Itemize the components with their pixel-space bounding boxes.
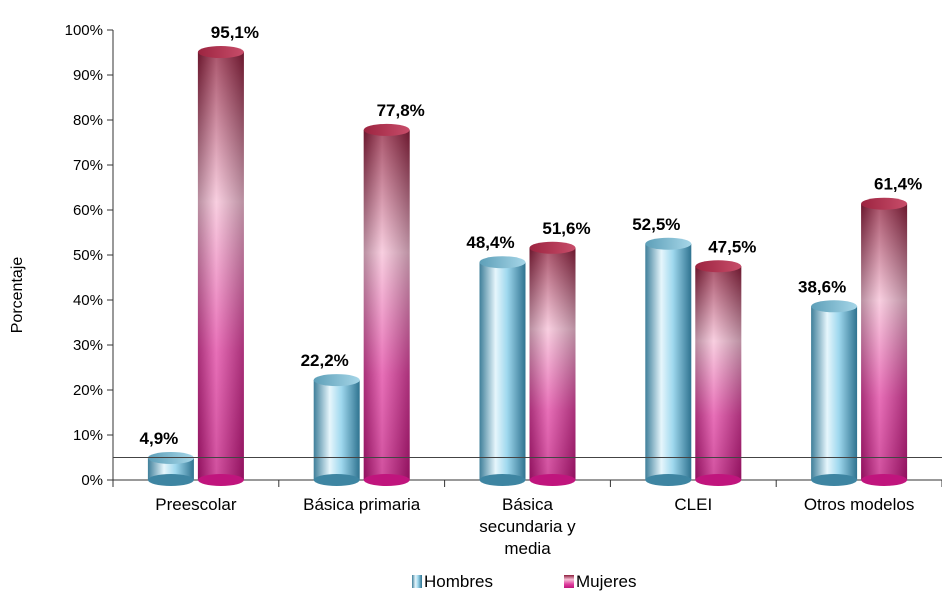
legend-item-mujeres: Mujeres bbox=[564, 572, 636, 591]
legend: Hombres Mujeres bbox=[412, 572, 636, 591]
category-label: media bbox=[504, 539, 551, 558]
bar-body bbox=[313, 380, 360, 480]
data-label-mujeres: 61,4% bbox=[874, 175, 922, 194]
bar-base bbox=[645, 474, 692, 486]
bar-hombres-0 bbox=[147, 451, 194, 486]
bar-top bbox=[197, 46, 244, 59]
y-tick-label: 50% bbox=[73, 247, 103, 264]
bar-base bbox=[479, 474, 526, 486]
bar-top bbox=[811, 300, 858, 313]
bar-top bbox=[695, 260, 742, 273]
bar-mujeres-1 bbox=[363, 123, 410, 486]
y-tick-label: 30% bbox=[73, 337, 103, 354]
category-label: Preescolar bbox=[155, 495, 237, 514]
bar-base bbox=[695, 474, 742, 486]
legend-swatch bbox=[564, 575, 574, 588]
bar-base bbox=[147, 474, 194, 486]
bar-shade bbox=[695, 266, 742, 480]
legend-item-hombres: Hombres bbox=[412, 572, 493, 591]
data-label-hombres: 52,5% bbox=[632, 215, 680, 234]
y-tick-label: 70% bbox=[73, 157, 103, 174]
legend-label: Hombres bbox=[424, 572, 493, 591]
bar-base bbox=[811, 474, 858, 486]
category-label: secundaria y bbox=[479, 517, 576, 536]
bar-hombres-3 bbox=[645, 237, 692, 486]
bar-base bbox=[363, 474, 410, 486]
bar-hombres-2 bbox=[479, 256, 526, 486]
bar-body bbox=[479, 262, 526, 480]
y-tick-label: 10% bbox=[73, 427, 103, 444]
data-label-mujeres: 51,6% bbox=[542, 219, 590, 238]
bar-top bbox=[861, 197, 908, 210]
bar-base bbox=[861, 474, 908, 486]
bar-top bbox=[645, 237, 692, 250]
y-tick-label: 0% bbox=[81, 472, 103, 489]
legend-label: Mujeres bbox=[576, 572, 636, 591]
bar-mujeres-0 bbox=[197, 46, 244, 486]
bar-base bbox=[197, 474, 244, 486]
bar-body bbox=[811, 306, 858, 480]
data-label-mujeres: 95,1% bbox=[211, 23, 259, 42]
data-label-mujeres: 47,5% bbox=[708, 237, 756, 256]
category-label: CLEI bbox=[674, 495, 712, 514]
labels-layer: 4,9% 95,1% 22,2% 77,8% 48,4% 51,6% 52,5% 47,5% 3… bbox=[140, 23, 923, 448]
category-label: Básica bbox=[502, 495, 554, 514]
bar-top bbox=[479, 256, 526, 269]
bar-shade bbox=[197, 52, 244, 481]
data-label-hombres: 48,4% bbox=[466, 233, 514, 252]
bar-mujeres-4 bbox=[861, 197, 908, 486]
category-label: Otros modelos bbox=[804, 495, 915, 514]
bar-body bbox=[147, 457, 194, 480]
bar-shade bbox=[363, 129, 410, 480]
data-label-mujeres: 77,8% bbox=[377, 101, 425, 120]
data-label-hombres: 4,9% bbox=[140, 429, 179, 448]
y-tick-label: 60% bbox=[73, 202, 103, 219]
bar-mujeres-2 bbox=[529, 241, 576, 486]
bar-hombres-1 bbox=[313, 374, 360, 486]
bar-body bbox=[645, 243, 692, 480]
bar-base bbox=[529, 474, 576, 486]
bars-layer bbox=[113, 46, 942, 486]
data-label-hombres: 38,6% bbox=[798, 277, 846, 296]
bar-shade bbox=[529, 247, 576, 480]
bar-top bbox=[363, 123, 410, 136]
axis-layer: 0% 10% 20% 30% 40% 50% 60% 70% 80% 90% 100% Porcent… bbox=[9, 22, 942, 558]
legend-swatch bbox=[412, 575, 422, 588]
y-tick-label: 20% bbox=[73, 382, 103, 399]
bar-shade bbox=[861, 203, 908, 480]
category-label: Básica primaria bbox=[303, 495, 421, 514]
y-axis-label: Porcentaje bbox=[9, 257, 26, 334]
data-label-hombres: 22,2% bbox=[301, 351, 349, 370]
y-tick-label: 40% bbox=[73, 292, 103, 309]
bar-base bbox=[313, 474, 360, 486]
bar-top bbox=[529, 241, 576, 254]
y-tick-label: 100% bbox=[65, 22, 103, 39]
bar-hombres-4 bbox=[811, 300, 858, 486]
bar-mujeres-3 bbox=[695, 260, 742, 486]
y-tick-label: 80% bbox=[73, 112, 103, 129]
bar-top bbox=[313, 374, 360, 387]
y-tick-label: 90% bbox=[73, 67, 103, 84]
